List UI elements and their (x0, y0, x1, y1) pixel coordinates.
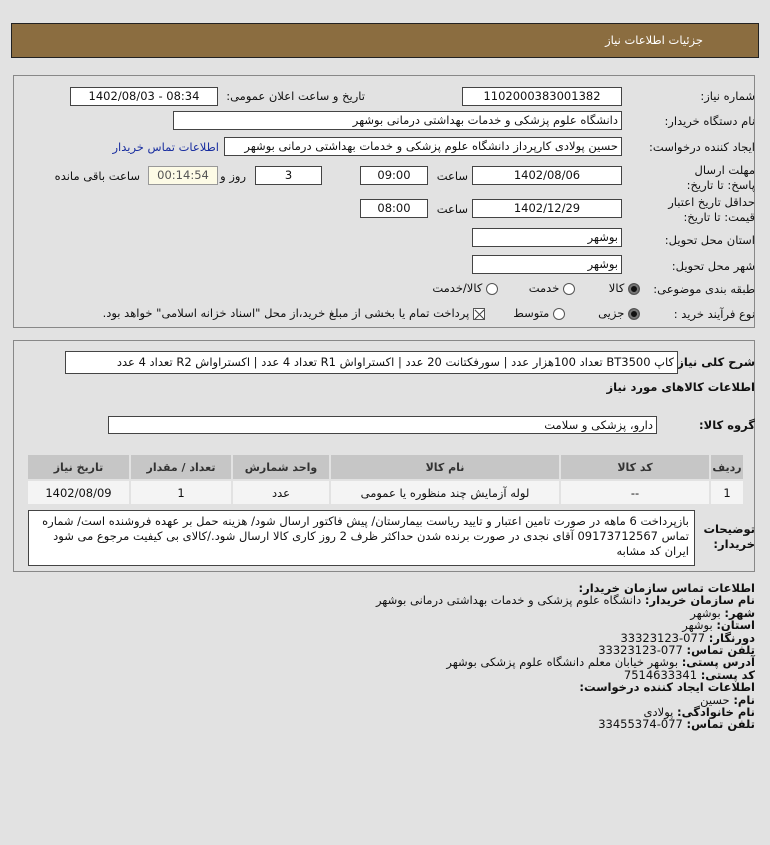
days-field: 3 (255, 166, 322, 185)
province-label: استان محل تحویل: (664, 233, 755, 247)
group-field: دارو، پزشکی و سلامت (108, 416, 657, 434)
remaining-time-field: 00:14:54 (148, 166, 218, 185)
days-label: روز و (220, 169, 246, 183)
col-code: کد کالا (561, 455, 709, 479)
notes-field: بازپرداخت 6 ماهه در صورت تامین اعتبار و … (28, 510, 695, 566)
creator-field: حسین پولادی کارپرداز دانشگاه علوم پزشکی … (224, 137, 622, 156)
need-number-field: 1102000383001382 (462, 87, 622, 106)
buyer-label: نام دستگاه خریدار: (664, 114, 755, 128)
summary-field: کاپ BT3500 تعداد 100هزار عدد | سورفکتانت… (65, 351, 678, 374)
contact-address: آدرس پستی: بوشهر خیابان معلم دانشگاه علو… (446, 655, 755, 670)
validity-time-label: ساعت (436, 202, 468, 216)
cell-name: لوله آزمایش چند منظوره یا عمومی (331, 481, 559, 504)
announce-field: 1402/08/03 - 08:34 (70, 87, 218, 106)
buyer-field: دانشگاه علوم پزشکی و خدمات بهداشتی درمان… (173, 111, 622, 130)
cell-code: -- (561, 481, 709, 504)
contact-city: شهر: بوشهر (690, 605, 755, 620)
deadline-date-field: 1402/08/06 (472, 166, 622, 185)
treasury-payment-checkbox[interactable]: پرداخت تمام یا بخشی از مبلغ خرید،از محل … (103, 306, 485, 320)
radio-icon[interactable] (553, 307, 565, 320)
deadline-label: مهلت ارسال پاسخ: تا تاریخ: (686, 163, 755, 192)
deadline-time-field: 09:00 (360, 166, 428, 185)
group-label: گروه کالا: (699, 418, 755, 432)
contact-fax: دورنگار: 077-33323123 (620, 630, 755, 645)
validity-label: حداقل تاریخ اعتبار قیمت: تا تاریخ: (668, 195, 755, 224)
category-label: طبقه بندی موضوعی: (653, 282, 755, 296)
checkbox-icon[interactable] (473, 307, 485, 320)
remaining-label: ساعت باقی مانده (54, 169, 140, 183)
cell-qty: 1 (131, 481, 231, 504)
buyer-contact-info: اطلاعات تماس سازمان خریدار: نام سازمان خ… (376, 582, 755, 731)
creator-info-title: اطلاعات ایجاد کننده درخواست: (579, 680, 755, 695)
cell-unit: عدد (233, 481, 329, 504)
creator-label: ایجاد کننده درخواست: (649, 140, 755, 154)
col-qty: تعداد / مقدار (131, 455, 231, 479)
category-radio-goods[interactable]: کالا (609, 281, 640, 295)
creator-name: نام: حسین (700, 692, 755, 707)
process-radio-medium[interactable]: متوسط (513, 306, 565, 320)
city-field: بوشهر (472, 255, 622, 274)
table-header-row: ردیف کد کالا نام کالا واحد شمارش تعداد /… (28, 455, 743, 479)
radio-icon[interactable] (628, 282, 640, 295)
col-unit: واحد شمارش (233, 455, 329, 479)
process-label: نوع فرآیند خرید : (673, 307, 755, 321)
validity-time-field: 08:00 (360, 199, 428, 218)
creator-family: نام خانوادگی: پولادی (643, 705, 755, 720)
contact-phone: تلفن تماس: 077-33323123 (598, 643, 755, 658)
creator-phone: تلفن تماس: 077-33455374 (598, 717, 755, 732)
page-header: جزئیات اطلاعات نیاز (11, 23, 759, 58)
process-radio-small[interactable]: جزیی (598, 306, 640, 320)
buyer-contact-link[interactable]: اطلاعات تماس خریدار (112, 140, 219, 154)
radio-icon[interactable] (563, 282, 575, 295)
validity-date-field: 1402/12/29 (472, 199, 622, 218)
notes-label: توضیحات خریدار: (703, 522, 756, 551)
category-radio-both[interactable]: کالا/خدمت (432, 281, 498, 295)
goods-section-title: اطلاعات کالاهای مورد نیاز (606, 380, 755, 394)
radio-icon[interactable] (486, 282, 498, 295)
contact-postal: کد پستی: 7514633341 (623, 667, 755, 682)
announce-label: تاریخ و ساعت اعلان عمومی: (226, 89, 365, 103)
contact-province: استان: بوشهر (682, 618, 755, 633)
col-row: ردیف (711, 455, 743, 479)
contact-org: نام سازمان خریدار: دانشگاه علوم پزشکی و … (375, 593, 755, 608)
cell-date: 1402/08/09 (28, 481, 129, 504)
contact-title: اطلاعات تماس سازمان خریدار: (578, 581, 755, 595)
category-radio-service[interactable]: خدمت (529, 281, 575, 295)
summary-label: شرح کلی نیاز: (672, 355, 755, 369)
deadline-time-label: ساعت (436, 169, 468, 183)
col-name: نام کالا (331, 455, 559, 479)
table-row: 1 -- لوله آزمایش چند منظوره یا عمومی عدد… (28, 481, 743, 504)
need-number-label: شماره نیاز: (700, 89, 755, 103)
cell-row: 1 (711, 481, 743, 504)
goods-table: ردیف کد کالا نام کالا واحد شمارش تعداد /… (26, 453, 745, 506)
col-date: تاریخ نیاز (28, 455, 129, 479)
province-field: بوشهر (472, 228, 622, 247)
city-label: شهر محل تحویل: (671, 259, 755, 273)
radio-icon[interactable] (628, 307, 640, 320)
